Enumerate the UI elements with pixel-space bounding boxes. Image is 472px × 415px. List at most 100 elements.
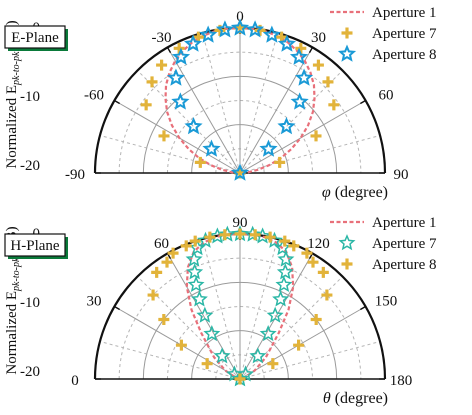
angle-tick <box>360 99 366 105</box>
angle-tick-label: 30 <box>87 294 102 310</box>
angle-tick-label: 60 <box>378 88 393 104</box>
grid-spoke <box>201 238 241 380</box>
data-point <box>264 231 276 243</box>
angle-tick-label: -30 <box>152 30 172 46</box>
data-point <box>146 76 158 88</box>
data-point <box>187 275 205 293</box>
angle-tick-label: 0 <box>236 9 244 25</box>
data-point <box>202 139 221 157</box>
grid-spoke <box>239 47 313 174</box>
radial-tick-label: -10 <box>20 89 40 105</box>
data-point <box>279 235 291 247</box>
legend-label: Aperture 8 <box>372 257 437 273</box>
angle-tick-label: 150 <box>375 294 398 310</box>
data-point <box>215 20 235 38</box>
data-point <box>267 358 279 370</box>
angle-tick <box>166 47 172 53</box>
angle-axis-label: φ (degree) <box>322 184 388 201</box>
data-point <box>194 156 206 168</box>
data-point <box>266 306 284 323</box>
legend-swatch <box>337 44 357 62</box>
data-point <box>274 156 286 168</box>
grid-spoke <box>114 306 241 380</box>
grid-spoke <box>239 340 381 380</box>
angle-tick-label: 180 <box>390 373 413 389</box>
data-point <box>167 247 179 259</box>
data-point <box>151 266 163 278</box>
angle-tick <box>114 305 120 311</box>
data-point <box>185 250 203 267</box>
radial-tick-label: -10 <box>20 295 40 311</box>
grid-spoke <box>239 70 343 174</box>
data-point <box>234 167 246 179</box>
legend-label: Aperture 1 <box>372 215 437 231</box>
data-point <box>204 231 216 243</box>
series-aperture-8 <box>166 18 314 181</box>
panel-label-box <box>4 25 66 49</box>
panel-label: H-Plane <box>10 238 59 254</box>
data-point <box>262 25 281 43</box>
grid-spoke <box>114 100 241 174</box>
data-point <box>171 92 190 110</box>
angle-tick <box>114 99 120 105</box>
grid-spoke <box>99 340 241 380</box>
data-point <box>175 339 187 351</box>
data-point <box>192 31 204 43</box>
series-aperture-7 <box>140 22 340 179</box>
data-point <box>199 25 218 43</box>
data-point <box>161 256 173 268</box>
grid-arc <box>167 100 313 174</box>
angle-tick-label: 60 <box>154 236 169 252</box>
data-point <box>310 313 322 325</box>
data-point <box>230 18 250 36</box>
data-point <box>234 228 246 240</box>
legend-swatch <box>338 234 356 251</box>
grid-spoke <box>239 32 279 174</box>
angle-tick <box>308 47 314 53</box>
data-point <box>203 324 221 342</box>
data-point <box>190 290 208 307</box>
data-point <box>301 247 313 259</box>
legend-swatch <box>341 27 353 39</box>
data-point <box>249 347 267 364</box>
data-point <box>180 240 192 252</box>
grid-spoke <box>99 134 241 174</box>
data-point <box>249 229 261 241</box>
data-point <box>259 139 278 157</box>
grid-spoke <box>167 47 241 174</box>
series-aperture-8 <box>147 228 333 385</box>
data-point <box>328 99 340 111</box>
data-point <box>289 47 309 65</box>
grid-arc <box>167 306 313 380</box>
data-point <box>277 116 296 135</box>
angle-tick-label: 90 <box>233 215 248 231</box>
data-point <box>293 339 305 351</box>
data-point <box>277 250 295 267</box>
data-point <box>147 289 159 301</box>
angle-tick-label: 90 <box>394 167 409 183</box>
data-point <box>184 116 203 135</box>
legend-label: Aperture 1 <box>372 5 437 21</box>
data-point <box>234 22 246 34</box>
legend-swatch <box>341 258 353 270</box>
data-point <box>166 68 186 86</box>
data-point <box>186 263 204 280</box>
data-point <box>244 225 262 242</box>
data-point <box>275 275 293 293</box>
data-point <box>312 59 324 71</box>
legend-label: Aperture 8 <box>372 47 437 63</box>
data-point <box>245 20 265 38</box>
data-point <box>317 266 329 278</box>
data-point <box>183 34 203 52</box>
radial-tick-label: -20 <box>20 364 40 380</box>
data-point <box>218 225 236 242</box>
panel-label-box <box>4 233 66 257</box>
data-point <box>189 235 201 247</box>
legend: Aperture 1 Aperture 7 Aperture 8 <box>330 215 437 273</box>
legend-label: Aperture 7 <box>372 26 437 42</box>
grid-spoke <box>239 238 279 380</box>
data-point <box>196 306 214 323</box>
